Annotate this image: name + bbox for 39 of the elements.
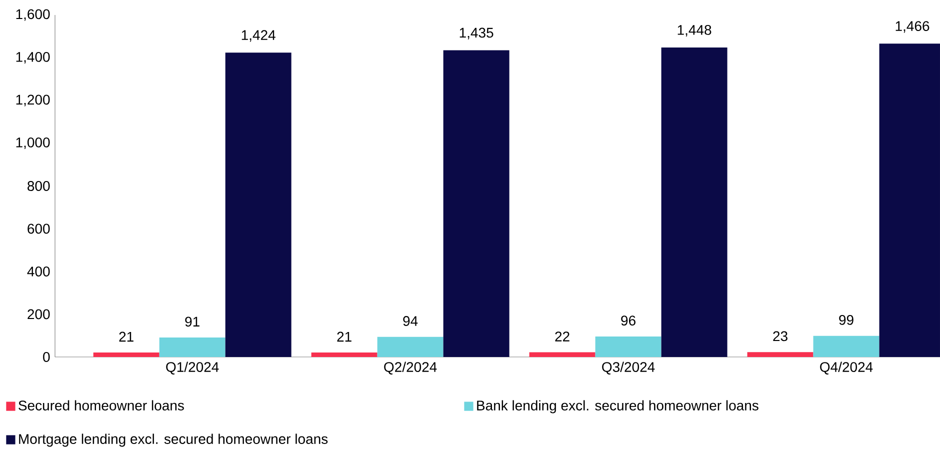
bar <box>661 47 728 357</box>
data-label: 91 <box>185 316 200 327</box>
data-label: 23 <box>773 331 788 342</box>
x-tick-label: Q1/2024 <box>166 362 219 374</box>
data-label: 1,424 <box>242 30 276 42</box>
data-label: 21 <box>337 332 352 342</box>
x-tick-label: Q4/2024 <box>820 362 873 374</box>
y-tick-label: 0 <box>43 352 50 362</box>
data-label: 1,466 <box>896 21 930 33</box>
y-tick-label: 1,400 <box>16 52 50 64</box>
data-label: 99 <box>839 314 854 325</box>
y-tick-label: 1,000 <box>16 137 50 150</box>
bar <box>93 352 160 357</box>
legend-label: Bank lending excl. secured homeowner loans <box>477 400 758 414</box>
y-tick-label: 200 <box>28 309 50 320</box>
legend-label: Mortgage lending excl. secured homeowner loans <box>19 434 328 447</box>
data-label: 94 <box>403 316 418 326</box>
x-tick-label: Q2/2024 <box>384 362 437 374</box>
bar <box>225 52 292 357</box>
x-tick-label: Q3/2024 <box>602 362 655 374</box>
bar <box>747 352 814 357</box>
data-label: 21 <box>119 332 134 342</box>
y-tick-label: 800 <box>28 181 50 191</box>
bar <box>443 50 510 357</box>
bar <box>813 336 880 357</box>
data-label: 96 <box>621 316 636 326</box>
bar <box>529 352 596 357</box>
legend-label: Secured homeowner loans <box>18 400 184 410</box>
y-tick-label: 600 <box>28 224 50 234</box>
bar <box>311 352 378 357</box>
y-tick-label: 400 <box>27 266 50 276</box>
data-label: 1,448 <box>678 24 712 37</box>
bar <box>595 336 662 357</box>
y-tick-label: 1,600 <box>16 9 50 21</box>
data-label: 22 <box>555 332 570 342</box>
data-label: 1,435 <box>460 28 494 40</box>
bar <box>377 336 444 357</box>
y-tick-label: 1,200 <box>16 94 50 106</box>
bar <box>159 338 226 357</box>
